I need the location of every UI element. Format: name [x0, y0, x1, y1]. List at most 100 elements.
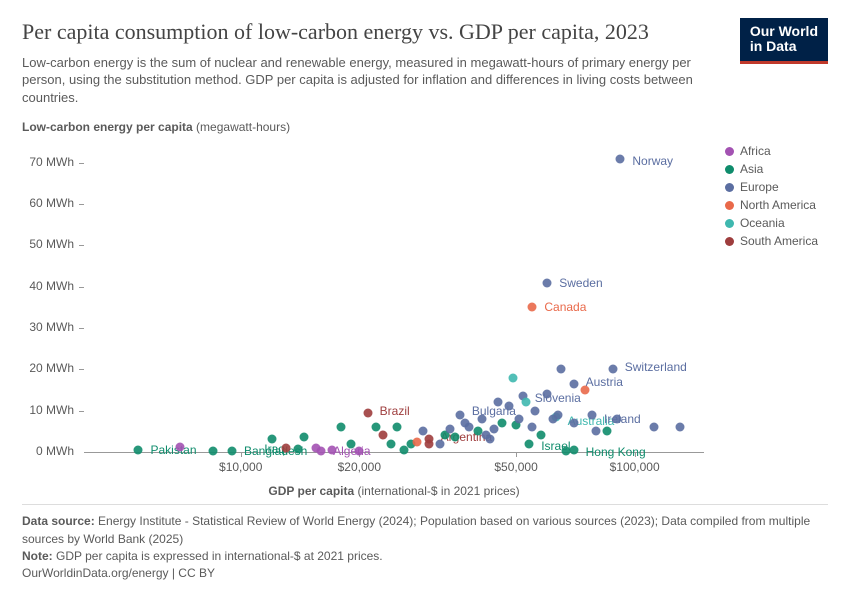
y-tick-label: 0 MWh: [14, 444, 74, 458]
data-point[interactable]: [531, 406, 540, 415]
legend-item[interactable]: North America: [725, 198, 818, 212]
data-point[interactable]: [537, 431, 546, 440]
data-point[interactable]: [379, 431, 388, 440]
data-point[interactable]: [418, 427, 427, 436]
point-label: Austria: [586, 375, 623, 389]
legend-item[interactable]: Asia: [725, 162, 818, 176]
footer: Data source: Energy Institute - Statisti…: [22, 504, 828, 583]
legend-swatch: [725, 183, 734, 192]
data-point[interactable]: [543, 390, 552, 399]
data-point[interactable]: [311, 443, 320, 452]
data-point[interactable]: [355, 446, 364, 455]
x-tick-label: $10,000: [201, 460, 281, 474]
y-gridline: [79, 328, 84, 329]
y-gridline: [79, 245, 84, 246]
y-tick-label: 10 MWh: [14, 403, 74, 417]
legend-item[interactable]: Africa: [725, 144, 818, 158]
data-point[interactable]: [494, 398, 503, 407]
data-point[interactable]: [227, 446, 236, 455]
data-point[interactable]: [478, 414, 487, 423]
data-point[interactable]: [602, 427, 611, 436]
legend-swatch: [725, 147, 734, 156]
y-axis-title: Low-carbon energy per capita (megawatt-h…: [22, 120, 290, 134]
owid-logo: Our World in Data: [740, 18, 828, 64]
data-point[interactable]: [465, 423, 474, 432]
legend-label: Asia: [740, 162, 763, 176]
data-point[interactable]: [294, 444, 303, 453]
legend-item[interactable]: Oceania: [725, 216, 818, 230]
x-tick: [516, 452, 517, 457]
legend-label: Oceania: [740, 216, 785, 230]
data-point[interactable]: [554, 410, 563, 419]
data-point[interactable]: [337, 423, 346, 432]
data-point[interactable]: [569, 379, 578, 388]
y-tick-label: 60 MWh: [14, 196, 74, 210]
data-point[interactable]: [363, 408, 372, 417]
x-tick-label: $100,000: [595, 460, 675, 474]
data-point[interactable]: [581, 385, 590, 394]
chart-subtitle: Low-carbon energy is the sum of nuclear …: [22, 54, 720, 107]
x-tick-label: $20,000: [319, 460, 399, 474]
data-point[interactable]: [525, 440, 534, 449]
point-label: Brazil: [380, 404, 410, 418]
point-label: Hong Kong: [586, 445, 646, 459]
data-point[interactable]: [346, 439, 355, 448]
data-point[interactable]: [675, 423, 684, 432]
y-tick-label: 20 MWh: [14, 361, 74, 375]
y-tick-label: 40 MWh: [14, 279, 74, 293]
data-point[interactable]: [208, 447, 217, 456]
data-point[interactable]: [486, 435, 495, 444]
point-label: Pakistan: [150, 443, 196, 457]
data-point[interactable]: [371, 423, 380, 432]
data-point[interactable]: [451, 433, 460, 442]
data-point[interactable]: [435, 439, 444, 448]
legend: Africa Asia Europe North America Oceania Sout…: [725, 144, 818, 252]
data-point[interactable]: [386, 439, 395, 448]
data-point[interactable]: [528, 423, 537, 432]
data-point[interactable]: [588, 410, 597, 419]
data-point[interactable]: [569, 418, 578, 427]
y-gridline: [79, 369, 84, 370]
legend-label: Africa: [740, 144, 771, 158]
data-point[interactable]: [281, 443, 290, 452]
data-point[interactable]: [612, 414, 621, 423]
data-point[interactable]: [327, 445, 336, 454]
data-point[interactable]: [616, 154, 625, 163]
point-label: Ireland: [604, 412, 641, 426]
legend-swatch: [725, 237, 734, 246]
scatter-chart: Low-carbon energy per capita (megawatt-h…: [22, 120, 828, 500]
data-point[interactable]: [497, 418, 506, 427]
data-point[interactable]: [393, 423, 402, 432]
data-point[interactable]: [522, 398, 531, 407]
legend-swatch: [725, 219, 734, 228]
data-point[interactable]: [505, 402, 514, 411]
data-point[interactable]: [424, 439, 433, 448]
data-point[interactable]: [515, 414, 524, 423]
point-label: Canada: [544, 300, 586, 314]
data-point[interactable]: [267, 435, 276, 444]
data-point[interactable]: [300, 433, 309, 442]
data-point[interactable]: [508, 373, 517, 382]
data-point[interactable]: [528, 303, 537, 312]
data-point[interactable]: [134, 445, 143, 454]
legend-swatch: [725, 165, 734, 174]
data-point[interactable]: [490, 425, 499, 434]
y-tick-label: 70 MWh: [14, 155, 74, 169]
legend-item[interactable]: South America: [725, 234, 818, 248]
data-point[interactable]: [175, 442, 184, 451]
point-label: Slovenia: [535, 391, 581, 405]
data-point[interactable]: [650, 423, 659, 432]
data-point[interactable]: [412, 437, 421, 446]
y-gridline: [79, 204, 84, 205]
point-label: Switzerland: [625, 360, 687, 374]
header: Per capita consumption of low-carbon ene…: [22, 18, 828, 106]
legend-label: Europe: [740, 180, 779, 194]
legend-label: North America: [740, 198, 816, 212]
data-point[interactable]: [543, 278, 552, 287]
data-point[interactable]: [592, 427, 601, 436]
data-point[interactable]: [562, 446, 571, 455]
data-point[interactable]: [608, 365, 617, 374]
legend-item[interactable]: Europe: [725, 180, 818, 194]
legend-label: South America: [740, 234, 818, 248]
data-point[interactable]: [556, 365, 565, 374]
